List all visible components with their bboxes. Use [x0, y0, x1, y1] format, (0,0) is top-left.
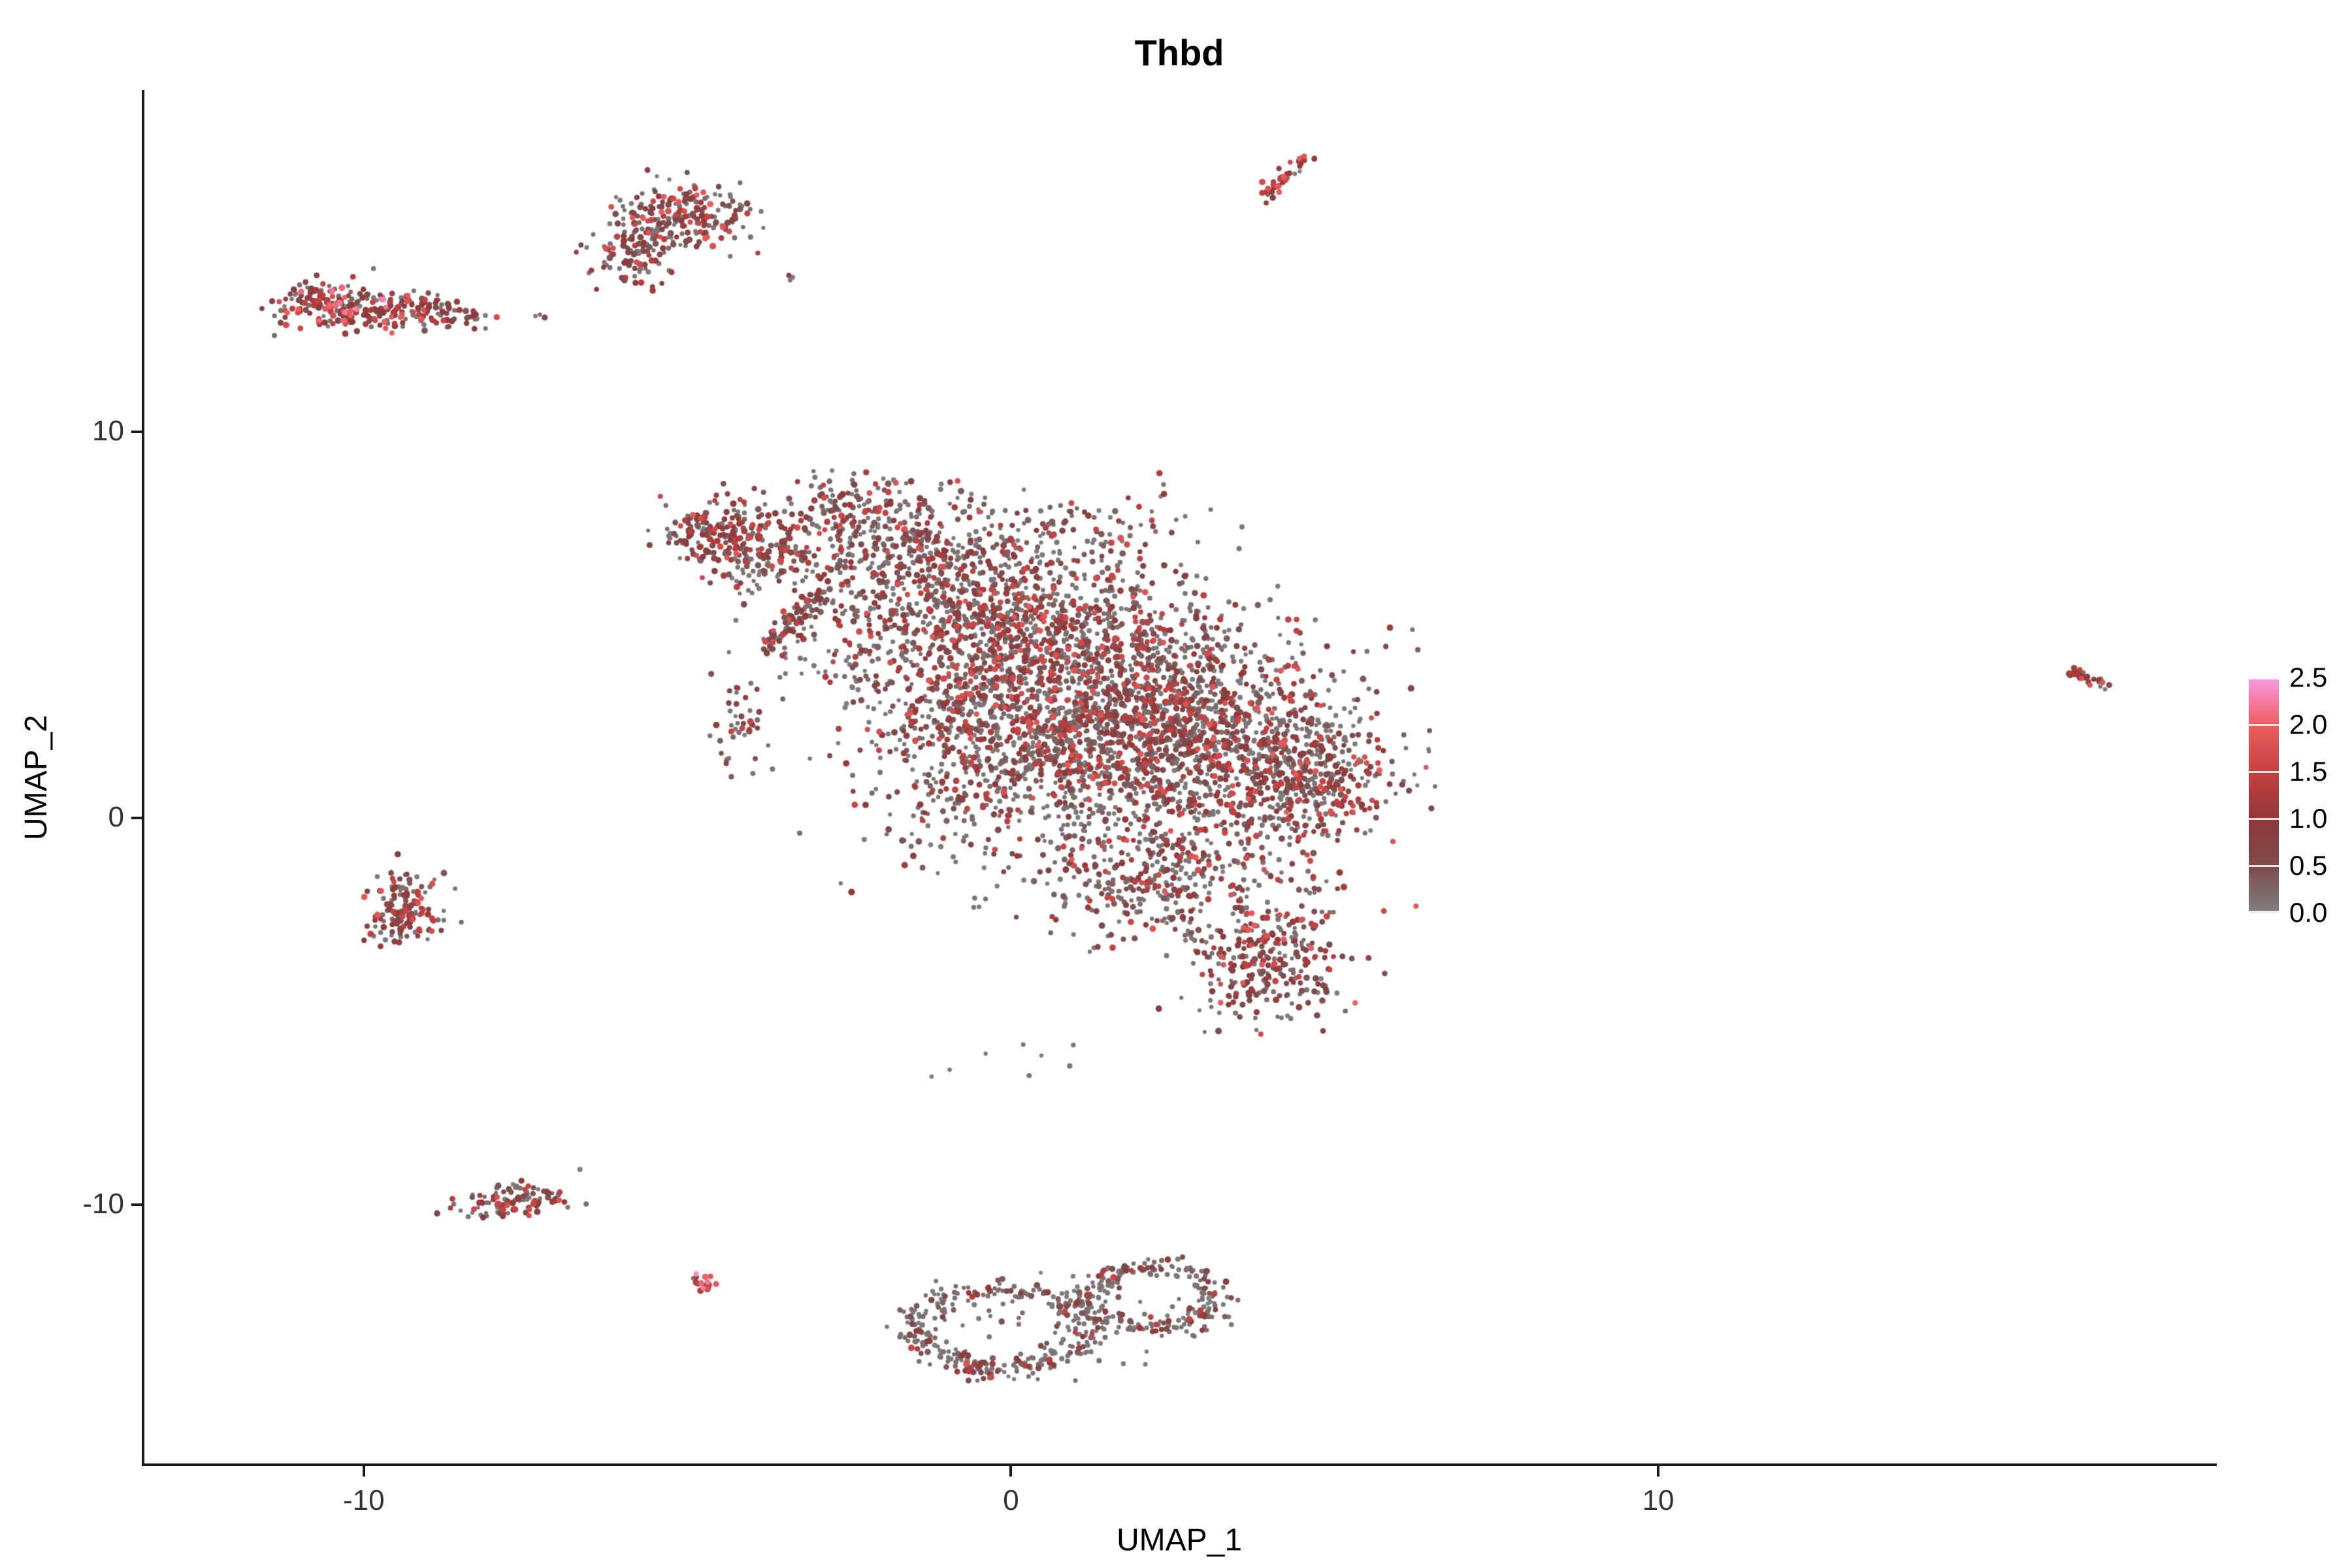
plot-title: Thbd — [1134, 32, 1224, 73]
legend-label: 2.0 — [2289, 709, 2328, 740]
y-tick-mark — [131, 430, 142, 433]
x-tick-label: -10 — [343, 1484, 385, 1516]
legend-label: 0.0 — [2289, 897, 2328, 928]
legend-label: 2.5 — [2289, 662, 2328, 693]
x-tick-mark — [1009, 1466, 1013, 1477]
x-tick-label: 0 — [1003, 1484, 1019, 1516]
legend-label: 0.5 — [2289, 850, 2328, 881]
y-tick-label: -10 — [82, 1187, 124, 1220]
x-tick-label: 10 — [1642, 1484, 1674, 1516]
scatter-points-canvas — [144, 91, 2215, 1463]
y-axis-line — [142, 90, 144, 1466]
legend-tick — [2249, 817, 2279, 820]
legend-tick — [2249, 723, 2279, 726]
x-tick-mark — [362, 1466, 365, 1477]
x-axis-line — [142, 1463, 2217, 1466]
x-axis-label: UMAP_1 — [1116, 1523, 1243, 1558]
y-tick-mark — [131, 1203, 142, 1206]
legend-label: 1.5 — [2289, 756, 2328, 787]
legend-tick — [2249, 770, 2279, 773]
legend-tick — [2249, 678, 2279, 679]
x-tick-mark — [1657, 1466, 1660, 1477]
legend-gradient-bar — [2249, 678, 2279, 913]
plot-panel — [144, 91, 2215, 1463]
y-axis-label-wrap: UMAP_2 — [18, 91, 54, 1463]
legend-tick — [2249, 911, 2279, 913]
expression-legend: 2.5 2.0 1.5 1.0 0.5 0.0 — [2249, 662, 2352, 928]
legend-tick — [2249, 864, 2279, 867]
y-tick-label: 10 — [92, 414, 124, 447]
y-tick-label: 0 — [108, 801, 124, 834]
legend-label: 1.0 — [2289, 803, 2328, 834]
y-tick-mark — [131, 817, 142, 820]
